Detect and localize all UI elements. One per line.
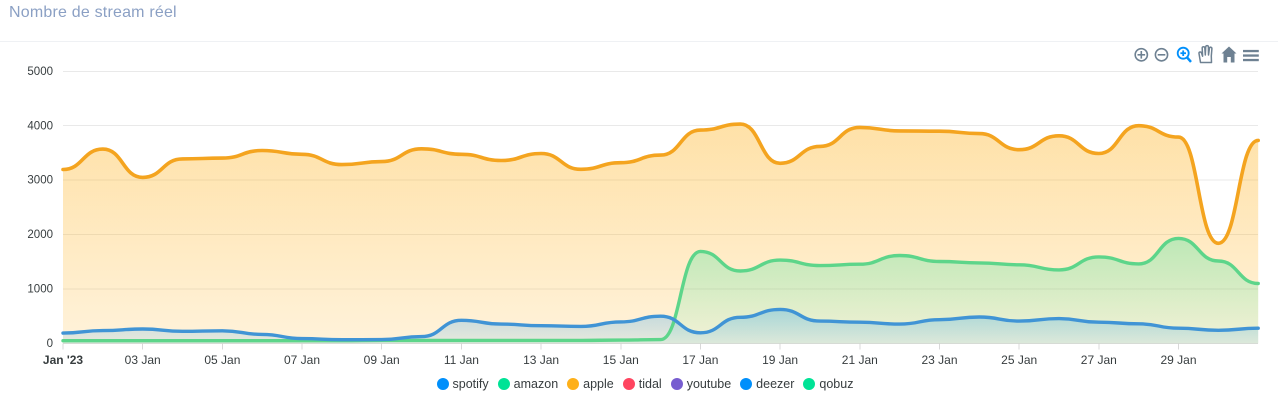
svg-text:05 Jan: 05 Jan xyxy=(204,353,240,367)
svg-text:03 Jan: 03 Jan xyxy=(125,353,161,367)
svg-text:15 Jan: 15 Jan xyxy=(603,353,639,367)
svg-text:29 Jan: 29 Jan xyxy=(1160,353,1196,367)
svg-text:21 Jan: 21 Jan xyxy=(842,353,878,367)
svg-text:25 Jan: 25 Jan xyxy=(1001,353,1037,367)
svg-text:09 Jan: 09 Jan xyxy=(364,353,400,367)
svg-text:27 Jan: 27 Jan xyxy=(1081,353,1117,367)
svg-text:17 Jan: 17 Jan xyxy=(682,353,718,367)
svg-text:5000: 5000 xyxy=(27,66,53,78)
svg-text:07 Jan: 07 Jan xyxy=(284,353,320,367)
svg-text:19 Jan: 19 Jan xyxy=(762,353,798,367)
svg-text:3000: 3000 xyxy=(27,175,53,187)
svg-text:13 Jan: 13 Jan xyxy=(523,353,559,367)
svg-text:0: 0 xyxy=(47,338,53,350)
svg-text:23 Jan: 23 Jan xyxy=(921,353,957,367)
svg-text:4000: 4000 xyxy=(27,120,53,132)
svg-text:Jan '23: Jan '23 xyxy=(43,353,84,367)
svg-text:1000: 1000 xyxy=(27,284,53,296)
svg-text:2000: 2000 xyxy=(27,229,53,241)
svg-text:11 Jan: 11 Jan xyxy=(444,353,479,367)
